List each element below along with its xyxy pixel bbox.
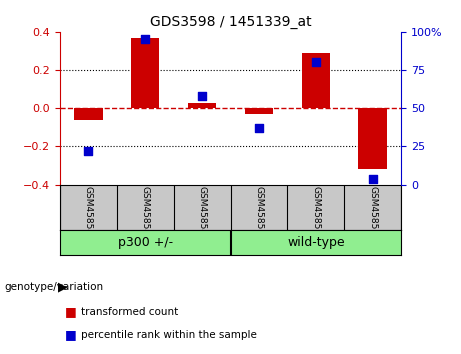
Text: wild-type: wild-type: [287, 236, 344, 249]
Point: [198, 93, 206, 99]
Text: GSM458549: GSM458549: [198, 186, 207, 241]
Point: [255, 125, 263, 131]
Text: ■: ■: [65, 305, 76, 318]
Bar: [74, 108, 102, 120]
Point: [85, 148, 92, 154]
Text: GSM458551: GSM458551: [311, 186, 320, 241]
Text: ■: ■: [65, 328, 76, 341]
Point: [312, 59, 319, 65]
Text: GSM458547: GSM458547: [84, 186, 93, 241]
Bar: [301, 53, 330, 108]
Bar: [358, 108, 387, 169]
Text: transformed count: transformed count: [81, 307, 178, 316]
Text: GSM458550: GSM458550: [254, 186, 263, 241]
Text: GSM458548: GSM458548: [141, 186, 150, 241]
Text: percentile rank within the sample: percentile rank within the sample: [81, 330, 257, 339]
Text: GSM458552: GSM458552: [368, 186, 377, 241]
Bar: [245, 108, 273, 114]
Bar: [131, 38, 160, 108]
Point: [142, 37, 149, 42]
Bar: [188, 103, 216, 108]
Text: genotype/variation: genotype/variation: [5, 282, 104, 292]
Text: p300 +/-: p300 +/-: [118, 236, 173, 249]
Title: GDS3598 / 1451339_at: GDS3598 / 1451339_at: [150, 16, 311, 29]
Point: [369, 176, 376, 181]
Text: ▶: ▶: [58, 280, 67, 293]
